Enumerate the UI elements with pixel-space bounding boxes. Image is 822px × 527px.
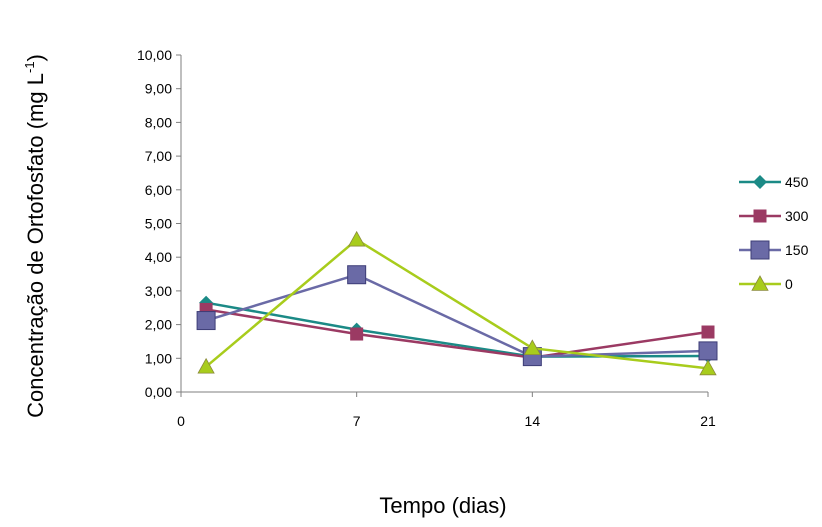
legend-swatch-marker: [753, 209, 767, 223]
legend-item: 0: [739, 275, 793, 292]
y-tick-label: 9,00: [145, 81, 172, 97]
series-layer: [196, 230, 718, 376]
data-point: [347, 230, 366, 247]
x-tick-label: 14: [525, 413, 541, 429]
y-tick-label: 8,00: [145, 114, 172, 130]
series-0: [197, 230, 717, 376]
y-ticks: 0,00 1,00 2,00 3,00 4,00 5,00 6,00 7,00 8,00 9,00…: [137, 47, 181, 400]
y-tick-label: 7,00: [145, 148, 172, 164]
series-line: [205, 273, 709, 358]
data-point: [350, 327, 364, 341]
legend-item: 300: [739, 208, 809, 224]
legend-label: 300: [785, 208, 809, 224]
y-tick-label: 6,00: [145, 182, 172, 198]
legend: 450 300 150 0: [739, 174, 809, 292]
x-ticks: 0 7 14 21: [177, 392, 716, 429]
data-point: [699, 359, 717, 376]
series-300: [199, 302, 715, 365]
data-point: [698, 341, 718, 361]
legend-label: 0: [785, 276, 793, 292]
y-axis-title-main: Concentração de Ortofosfato (mg L: [23, 73, 48, 418]
legend-item: 150: [739, 240, 809, 260]
data-point: [523, 339, 542, 355]
y-tick-label: 0,00: [145, 384, 172, 400]
y-tick-label: 3,00: [145, 283, 172, 299]
series-line: [205, 308, 709, 359]
y-tick-label: 5,00: [145, 216, 172, 232]
data-point: [197, 357, 215, 374]
x-tick-label: 7: [353, 413, 361, 429]
data-point: [347, 265, 367, 285]
y-tick-label: 2,00: [145, 317, 172, 333]
x-tick-label: 21: [700, 413, 716, 429]
legend-label: 150: [785, 242, 809, 258]
y-tick-label: 1,00: [145, 350, 172, 366]
y-tick-label: 4,00: [145, 249, 172, 265]
series-line: [205, 238, 709, 370]
y-axis-title-superscript: -1: [22, 61, 37, 73]
y-tick-label: 10,00: [137, 47, 172, 63]
series-line: [205, 301, 709, 358]
data-point: [196, 311, 216, 331]
y-axis-title-end: ): [23, 54, 48, 61]
y-axis-title: Concentração de Ortofosfato (mg L-1): [22, 54, 48, 418]
legend-label: 450: [785, 174, 809, 190]
x-axis-title: Tempo (dias): [379, 493, 506, 518]
legend-swatch-marker: [750, 240, 770, 260]
legend-swatch-marker: [751, 275, 769, 291]
legend-swatch-marker: [753, 175, 767, 189]
legend-item: 450: [739, 174, 809, 190]
data-point: [701, 325, 715, 339]
x-tick-label: 0: [177, 413, 185, 429]
